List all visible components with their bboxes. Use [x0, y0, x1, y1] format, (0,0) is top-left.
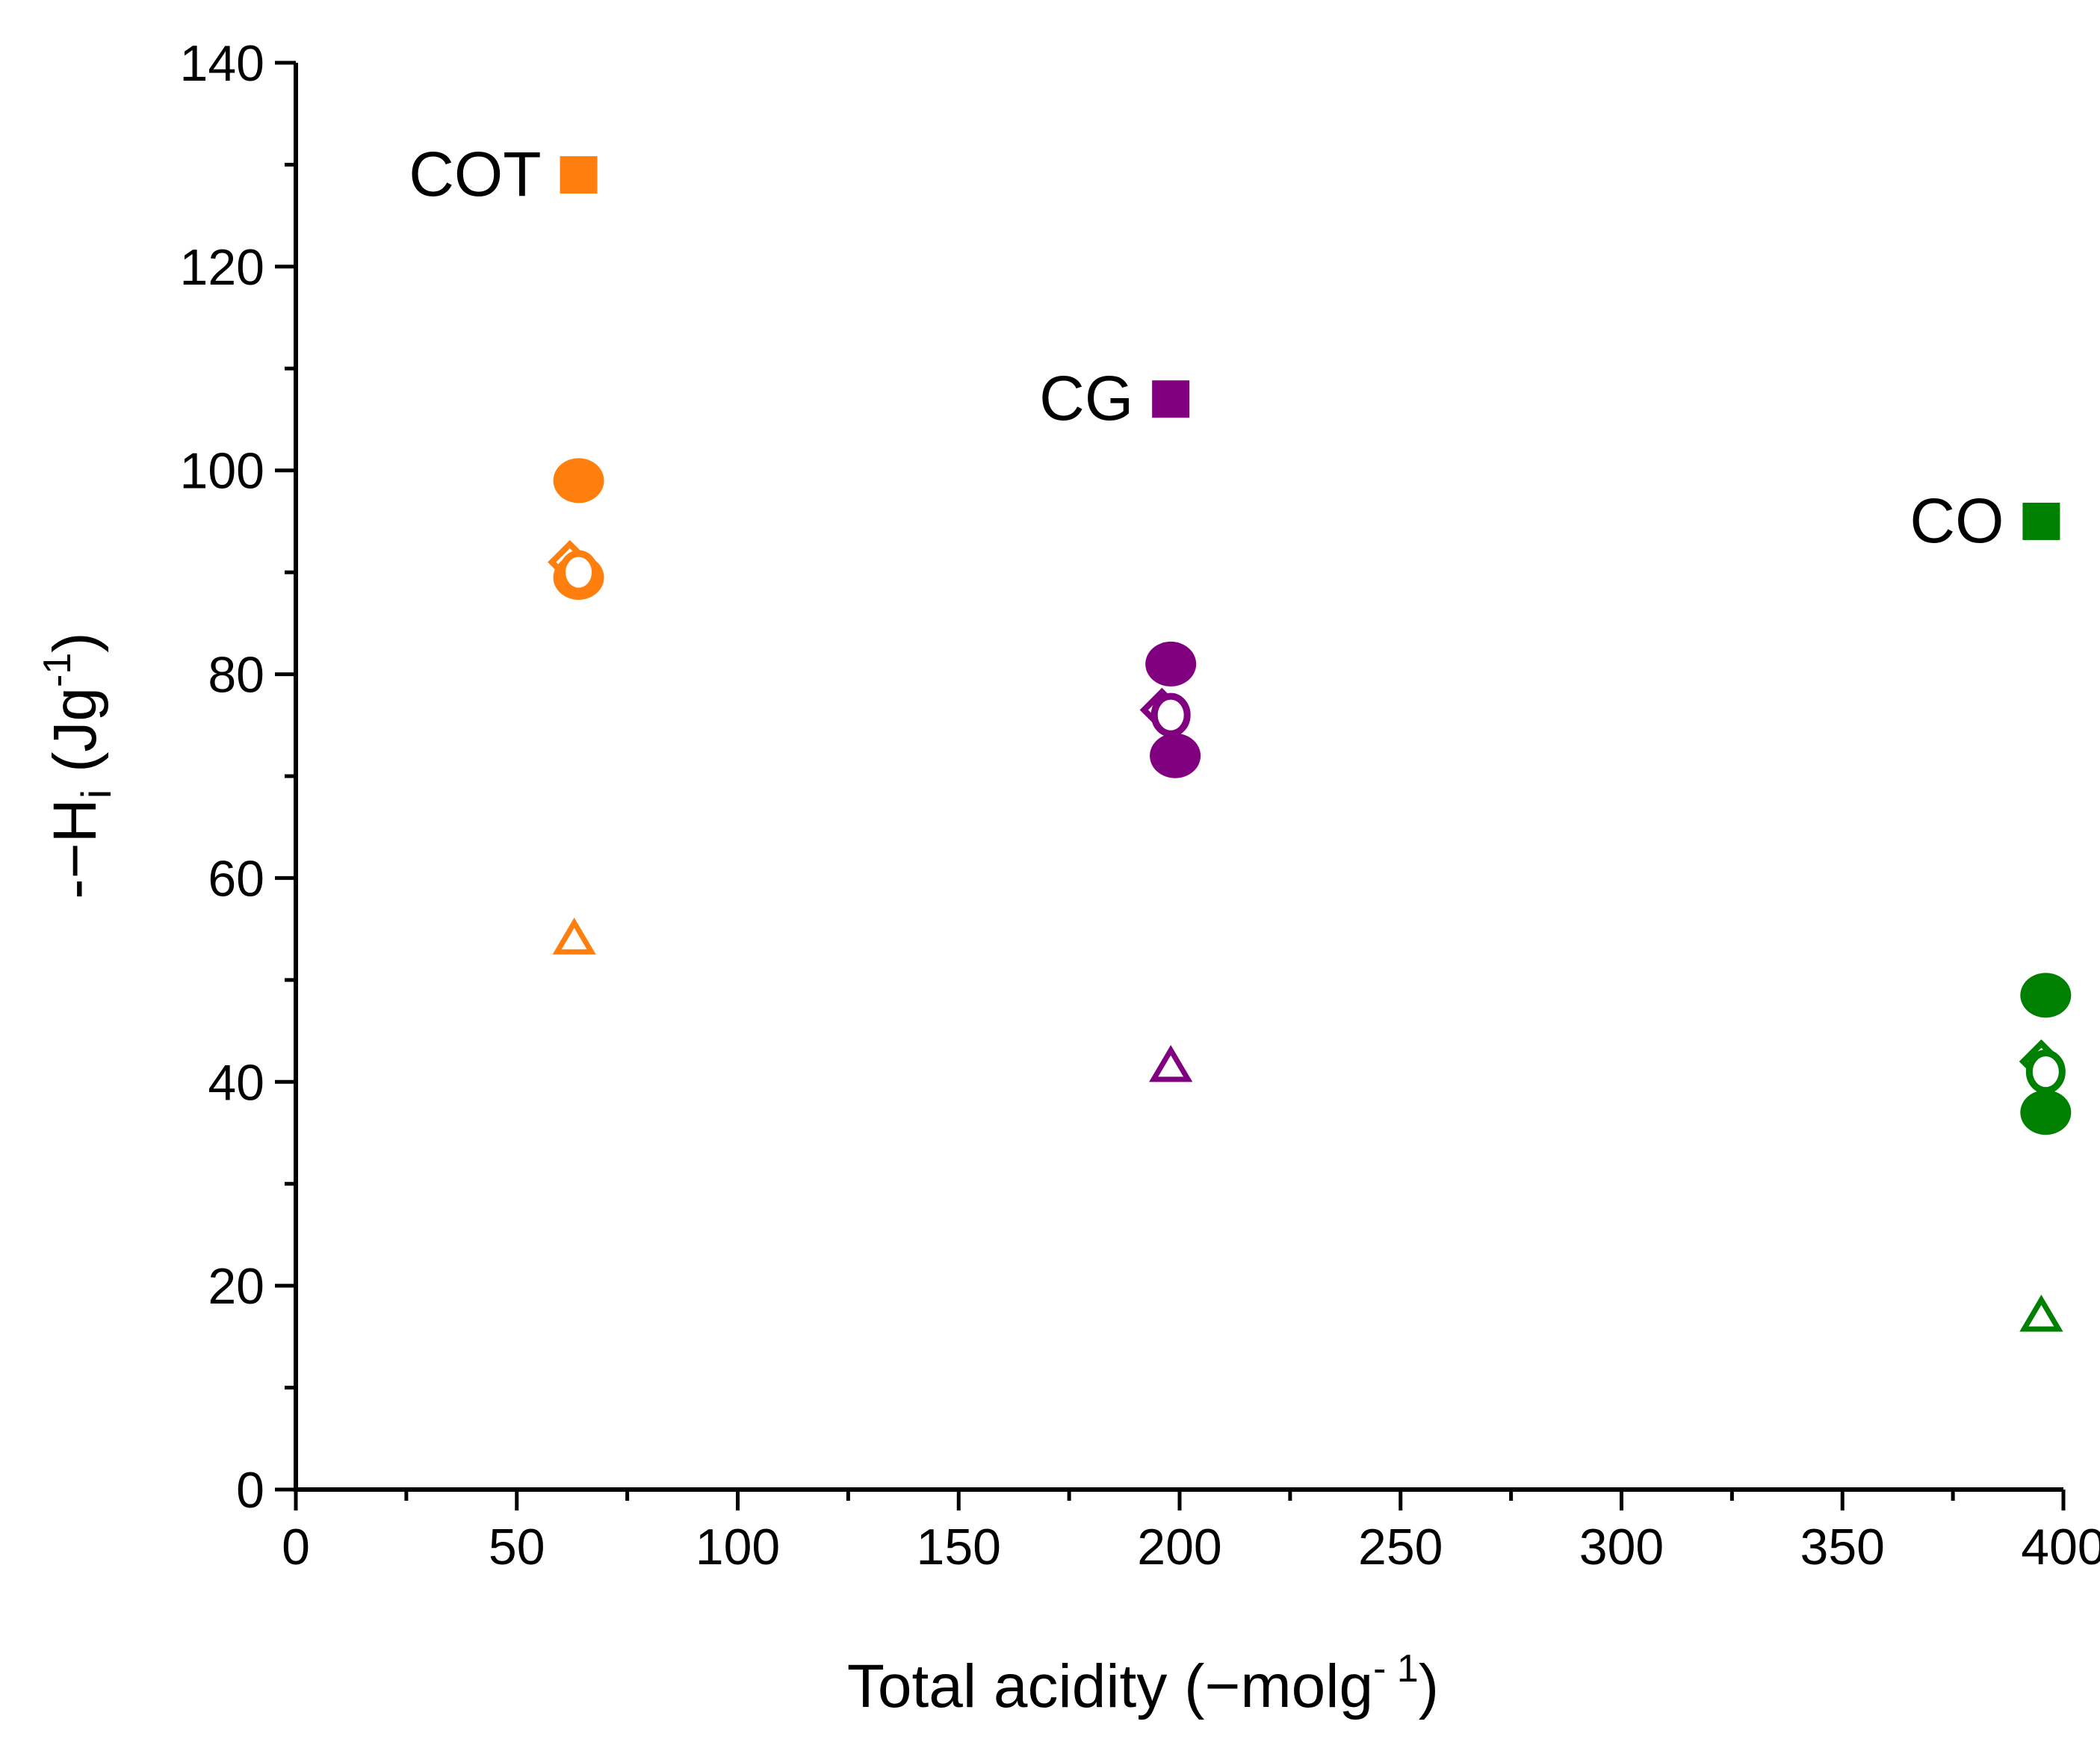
data-marks [548, 156, 2072, 1332]
x-axis-title: Total acidity (−molg- 1) [847, 1647, 1439, 1720]
axes: 0 50 100 150 200 250 300 350 400 0 20 40 60 80 100 120 1… [180, 35, 2100, 1575]
y-tick-label: 80 [208, 647, 264, 704]
marker-cg-open-circle [1150, 692, 1191, 737]
marker-cot-circle [553, 458, 604, 503]
y-tick-label: 140 [180, 35, 264, 92]
y-tick-label: 0 [236, 1462, 264, 1519]
x-tick-label: 400 [2021, 1519, 2100, 1575]
x-tick-label: 100 [696, 1519, 780, 1575]
marker-cot-open-circle [559, 550, 599, 595]
marker-cot-open-triangle [552, 917, 596, 955]
x-tick-label: 350 [1800, 1519, 1885, 1575]
marker-co-circle [2020, 1090, 2072, 1135]
marker-co-square [2022, 502, 2060, 540]
x-tick-label: 300 [1579, 1519, 1664, 1575]
y-tick-label: 60 [208, 850, 264, 907]
series-label-cot: COT [409, 139, 541, 209]
marker-cg-circle [1145, 641, 1197, 687]
marker-cg-circle [1150, 733, 1201, 778]
series-label-co: CO [1909, 486, 2004, 556]
x-tick-label: 50 [489, 1519, 545, 1575]
x-tick-label: 0 [282, 1519, 310, 1575]
y-tick-label: 100 [180, 443, 264, 500]
x-tick-label: 200 [1137, 1519, 1221, 1575]
marker-cg-open-triangle [1149, 1044, 1193, 1082]
x-tick-label: 250 [1358, 1519, 1443, 1575]
y-tick-label: 40 [208, 1054, 264, 1111]
marker-cg-square [1152, 380, 1190, 418]
marker-cot-square [560, 156, 598, 194]
x-tick-label: 150 [917, 1519, 1001, 1575]
series-labels: COT CG CO [409, 139, 2004, 556]
marker-co-open-circle [2025, 1050, 2066, 1094]
y-tick-label: 20 [208, 1258, 264, 1315]
series-label-cg: CG [1039, 363, 1133, 433]
y-axis-title: -−Hi (Jg-1) [36, 632, 120, 899]
marker-co-circle [2020, 973, 2072, 1018]
y-tick-label: 120 [180, 239, 264, 296]
marker-co-open-triangle [2019, 1295, 2063, 1332]
